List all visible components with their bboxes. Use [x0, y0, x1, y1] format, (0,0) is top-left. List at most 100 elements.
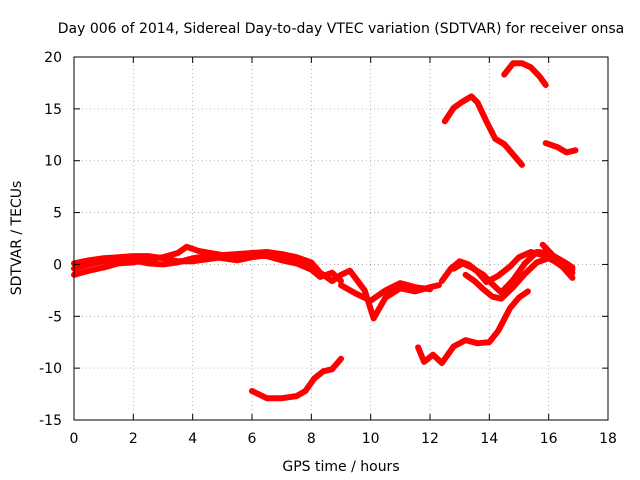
data-point: [279, 395, 285, 401]
x-tick-label: 16: [540, 431, 558, 447]
data-point: [101, 258, 107, 264]
y-tick-label: -15: [39, 413, 62, 429]
data-point: [451, 266, 457, 272]
data-point: [308, 263, 314, 270]
data-point: [489, 294, 495, 300]
data-point: [279, 253, 285, 259]
data-point: [474, 100, 481, 106]
y-tick-label: 15: [44, 102, 62, 118]
x-tick-label: 2: [129, 431, 138, 447]
series-trace-12: [501, 60, 549, 88]
data-point: [510, 284, 516, 290]
data-point: [555, 144, 561, 150]
data-point: [557, 261, 564, 267]
data-point: [439, 360, 445, 366]
data-point: [483, 118, 489, 124]
data-point: [436, 282, 442, 288]
data-point: [463, 337, 469, 343]
data-point: [474, 340, 481, 346]
data-point: [534, 249, 540, 255]
x-tick-label: 8: [307, 431, 316, 447]
x-tick-label: 12: [421, 431, 439, 447]
data-point: [549, 251, 555, 257]
data-point: [498, 296, 504, 302]
chart-title: Day 006 of 2014, Sidereal Day-to-day VTE…: [58, 21, 625, 37]
data-point: [362, 287, 368, 293]
data-point: [347, 268, 353, 274]
data-point: [516, 254, 522, 260]
x-tick-label: 4: [188, 431, 197, 447]
data-point: [528, 64, 534, 70]
data-point: [317, 274, 323, 280]
data-point: [115, 256, 122, 262]
y-tick-label: -10: [39, 361, 62, 377]
data-point: [442, 118, 448, 124]
y-tick-label: -5: [48, 309, 62, 325]
data-point: [451, 343, 457, 349]
y-tick-label: 20: [44, 50, 62, 66]
data-point: [537, 74, 543, 80]
data-point: [489, 281, 495, 287]
data-point: [421, 359, 427, 365]
data-point: [249, 254, 255, 260]
axis-ticks: [73, 56, 609, 421]
data-point: [160, 261, 166, 267]
data-point: [569, 275, 576, 281]
y-tick-label: 0: [53, 257, 62, 273]
data-point: [519, 162, 525, 168]
data-point: [492, 136, 498, 142]
data-point: [480, 272, 486, 278]
data-point: [495, 328, 501, 334]
data-point: [184, 244, 190, 250]
data-point: [510, 60, 516, 66]
series-trace-9: [249, 355, 344, 402]
data-point: [130, 257, 136, 263]
data-point: [101, 264, 107, 271]
data-point: [190, 255, 196, 261]
data-point: [495, 273, 501, 279]
data-point: [501, 141, 507, 147]
grid: [74, 57, 608, 420]
data-point: [540, 242, 546, 248]
series-trace-11: [441, 93, 525, 168]
data-point: [522, 260, 528, 266]
data-point: [451, 105, 457, 111]
data-point: [204, 253, 211, 259]
data-point: [563, 149, 570, 155]
data-point: [412, 284, 418, 290]
data-point: [234, 257, 240, 263]
series-trace-8: [539, 241, 576, 281]
data-point: [486, 339, 492, 345]
data-point: [329, 366, 335, 372]
data-point: [311, 375, 317, 382]
x-tick-label: 10: [362, 431, 380, 447]
data-point: [460, 99, 466, 105]
data-point: [145, 253, 151, 259]
data-point: [397, 280, 403, 286]
y-tick-labels: -15 -10 -5 0 5 10 15 20: [39, 50, 62, 429]
y-axis-label: SDTVAR / TECUs: [9, 181, 25, 296]
x-tick-label: 14: [480, 431, 498, 447]
data-point: [460, 260, 466, 266]
data-point: [415, 344, 421, 350]
data-point: [468, 264, 475, 271]
data-point: [338, 356, 344, 362]
data-point: [338, 278, 344, 284]
data-point: [430, 352, 436, 358]
data-point: [264, 252, 270, 258]
data-point: [320, 368, 326, 374]
data-point: [175, 259, 181, 265]
data-point: [249, 388, 255, 394]
data-point: [471, 278, 478, 284]
data-point: [534, 259, 540, 265]
y-tick-label: 10: [44, 154, 62, 170]
data-point: [264, 395, 270, 401]
data-point: [525, 288, 531, 294]
data-point: [546, 255, 552, 261]
x-tick-label: 6: [248, 431, 257, 447]
data-point: [160, 255, 166, 261]
data-point: [329, 270, 335, 276]
data-point: [293, 393, 300, 399]
data-point: [86, 261, 92, 267]
